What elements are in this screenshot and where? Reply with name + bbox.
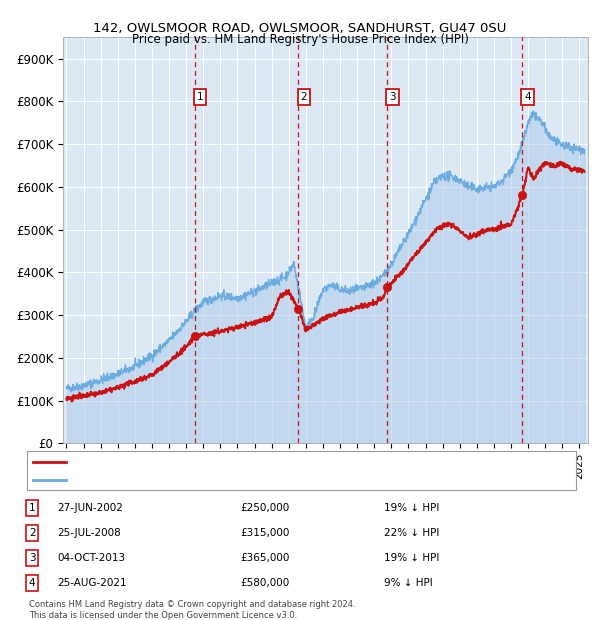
Text: 4: 4: [29, 578, 35, 588]
Text: 22% ↓ HPI: 22% ↓ HPI: [384, 528, 439, 538]
Text: £315,000: £315,000: [240, 528, 289, 538]
Text: HPI: Average price, detached house, Bracknell Forest: HPI: Average price, detached house, Brac…: [71, 475, 335, 485]
Text: 4: 4: [524, 92, 531, 102]
Text: 2: 2: [29, 528, 35, 538]
Text: 19% ↓ HPI: 19% ↓ HPI: [384, 553, 439, 563]
Text: 142, OWLSMOOR ROAD, OWLSMOOR, SANDHURST, GU47 0SU: 142, OWLSMOOR ROAD, OWLSMOOR, SANDHURST,…: [94, 22, 506, 35]
Text: 3: 3: [389, 92, 396, 102]
Text: 9% ↓ HPI: 9% ↓ HPI: [384, 578, 433, 588]
Text: 142, OWLSMOOR ROAD, OWLSMOOR, SANDHURST, GU47 0SU (detached house): 142, OWLSMOOR ROAD, OWLSMOOR, SANDHURST,…: [71, 457, 472, 467]
Text: £580,000: £580,000: [240, 578, 289, 588]
Text: 2: 2: [301, 92, 307, 102]
Text: 25-AUG-2021: 25-AUG-2021: [57, 578, 127, 588]
Text: 25-JUL-2008: 25-JUL-2008: [57, 528, 121, 538]
Text: 1: 1: [29, 503, 35, 513]
Text: 3: 3: [29, 553, 35, 563]
Text: 27-JUN-2002: 27-JUN-2002: [57, 503, 123, 513]
Text: £365,000: £365,000: [240, 553, 289, 563]
Text: 1: 1: [197, 92, 203, 102]
Text: 04-OCT-2013: 04-OCT-2013: [57, 553, 125, 563]
Text: Contains HM Land Registry data © Crown copyright and database right 2024.
This d: Contains HM Land Registry data © Crown c…: [29, 600, 355, 619]
Text: 19% ↓ HPI: 19% ↓ HPI: [384, 503, 439, 513]
Text: £250,000: £250,000: [240, 503, 289, 513]
Text: Price paid vs. HM Land Registry's House Price Index (HPI): Price paid vs. HM Land Registry's House …: [131, 33, 469, 46]
